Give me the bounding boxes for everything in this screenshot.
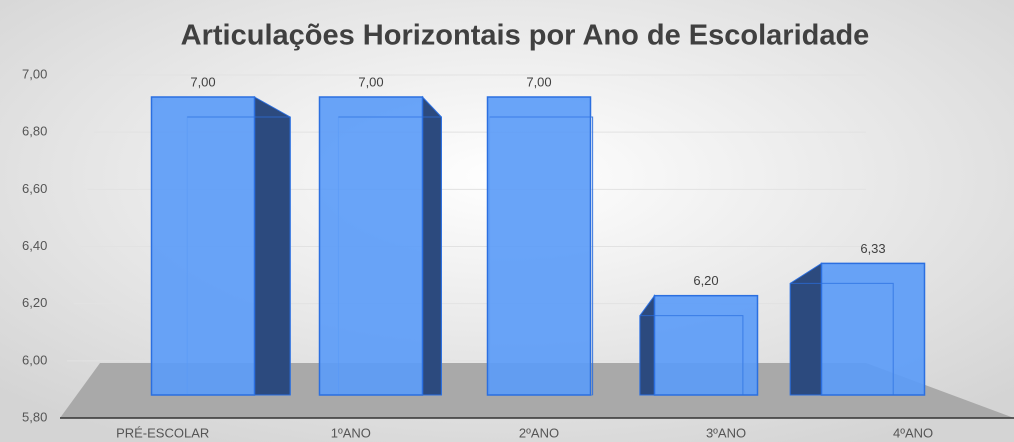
bar-front [653,294,759,396]
value-label: 7,00 [526,74,551,89]
y-tick-label: 5,80 [22,409,47,424]
x-tick-label: 4ºANO [893,425,933,440]
bar [318,95,442,396]
bar [150,96,291,396]
x-tick-label: 2ºANO [519,425,559,440]
value-label: 6,20 [693,273,718,288]
x-tick-label: PRÉ-ESCOLAR [116,425,209,440]
bar [789,262,926,396]
y-tick-label: 6,60 [22,181,47,196]
y-tick-label: 7,00 [22,66,47,81]
bar [486,96,594,396]
bar-side [422,95,442,396]
bar-front [318,96,424,396]
bar-inner-edge [639,315,744,395]
bar-inner-edge [790,282,894,395]
y-tick-label: 6,80 [22,124,47,139]
bar [639,294,759,396]
value-label: 7,00 [190,74,215,89]
bar-side [254,96,291,396]
bar-front [486,96,592,396]
x-tick-label: 1ºANO [331,425,371,440]
bar-inner-edge [187,116,291,395]
value-label: 7,00 [358,74,383,89]
chart-title: Articulações Horizontais por Ano de Esco… [181,20,870,52]
x-tick-label: 3ºANO [706,425,746,440]
value-label: 6,33 [860,241,885,256]
bar-front [820,262,926,396]
y-tick-label: 6,00 [22,352,47,367]
y-tick-label: 6,20 [22,295,47,310]
y-tick-label: 6,40 [22,238,47,253]
bar-inner-edge [489,116,594,395]
bar-inner-edge [338,116,442,395]
bar-front [150,96,256,396]
